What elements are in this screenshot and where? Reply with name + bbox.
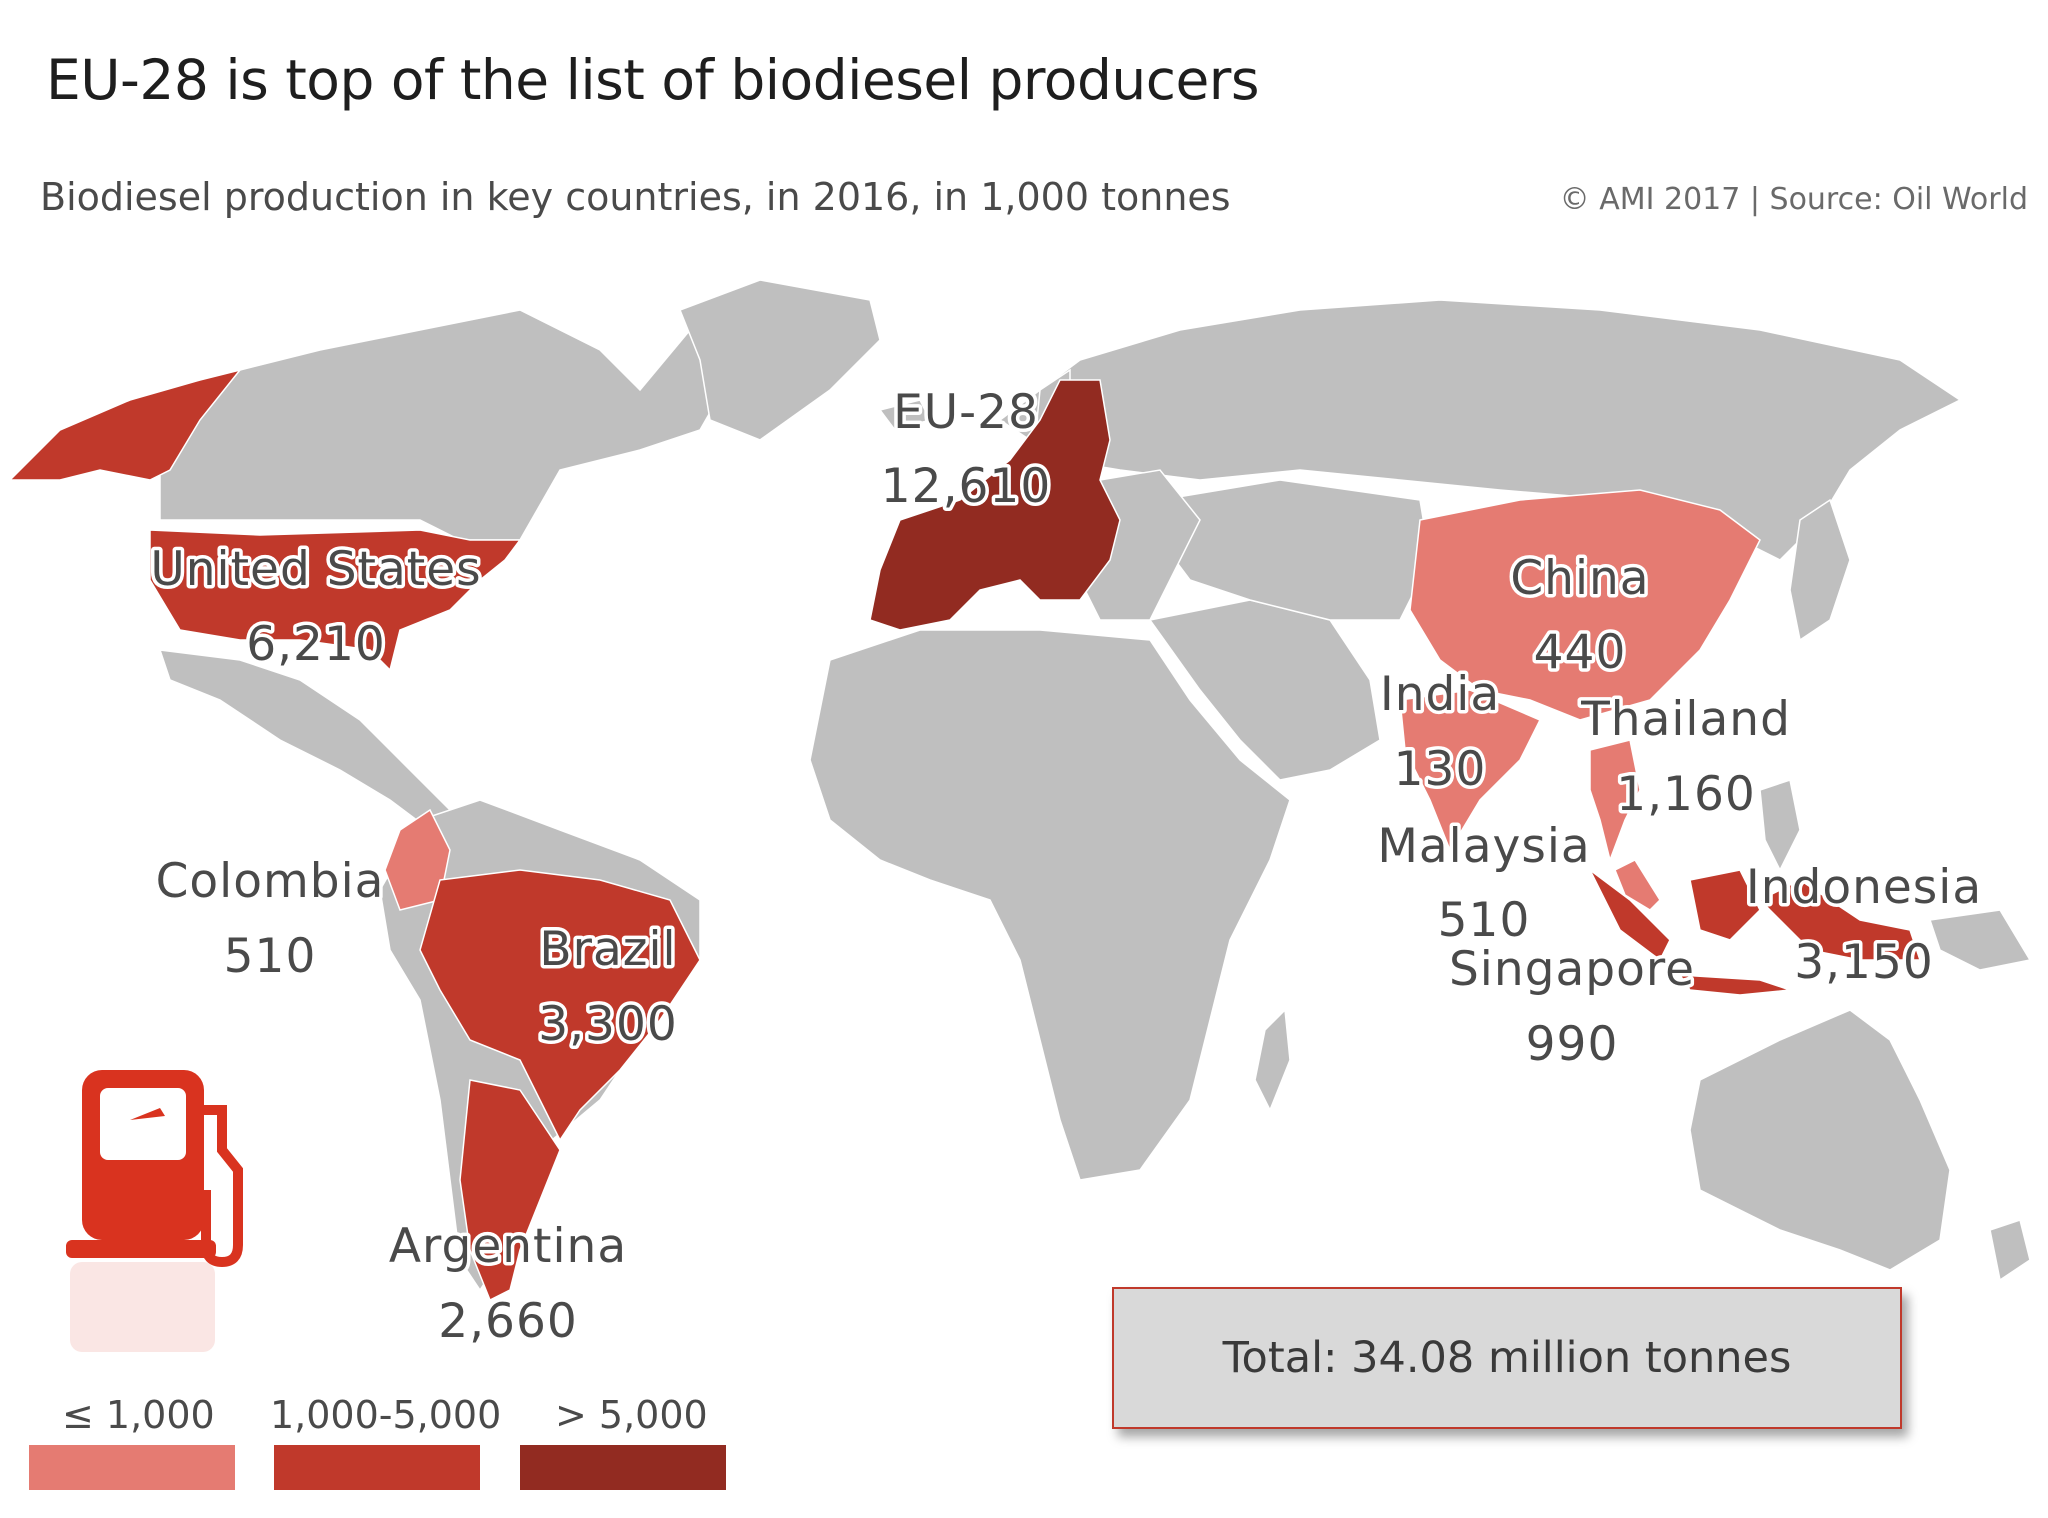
label-eu28-value: 12,610 (881, 459, 1051, 514)
region-malaysia (1614, 859, 1661, 911)
region-eu28 (869, 379, 1121, 631)
region-alaska (8, 368, 242, 481)
land-png (1929, 909, 2032, 971)
label-singapore-name: Singapore (1449, 942, 1695, 997)
legend-swatch-mid (274, 1445, 480, 1490)
region-indonesia-east (1758, 879, 1922, 961)
region-united-states (149, 529, 522, 672)
label-argentina-name: Argentina (389, 1219, 627, 1274)
chart-title: EU-28 is top of the list of biodiesel pr… (46, 48, 1260, 112)
chart-subtitle: Biodiesel production in key countries, i… (40, 175, 1231, 219)
land-iceland (878, 399, 932, 431)
country-labels: EU-28 12,610 United States 6,210 China 4… (147, 382, 1985, 1353)
label-singapore-value: 990 (1526, 1017, 1619, 1072)
total-text: Total: 34.08 million tonnes (1222, 1333, 1792, 1383)
region-indonesia-borneo (1689, 869, 1761, 941)
legend-swatch-low (29, 1445, 235, 1490)
land-africa (809, 629, 1291, 1181)
legend-label-low: ≤ 1,000 (62, 1393, 215, 1437)
label-china-name: China (1510, 551, 1649, 606)
region-indonesia-java (1678, 974, 1791, 996)
label-malaysia-name: Malaysia (1377, 819, 1590, 874)
legend-swatch-high (520, 1445, 726, 1490)
label-thailand-value: 1,160 (1616, 767, 1756, 822)
region-brazil (419, 869, 701, 1142)
label-china-value: 440 (1534, 625, 1627, 680)
land-mexico (158, 649, 472, 831)
region-india (1399, 689, 1542, 852)
land-australia (1689, 1009, 1951, 1271)
region-thailand (1589, 739, 1641, 863)
label-united-states-name: United States (150, 542, 481, 597)
label-indonesia-value: 3,150 (1794, 935, 1934, 990)
total-box: Total: 34.08 million tonnes (1112, 1287, 1902, 1429)
fuel-pump-icon (66, 1070, 243, 1352)
label-argentina-value: 2,660 (438, 1294, 578, 1349)
label-malaysia-value: 510 (1438, 893, 1531, 948)
land-japan (1789, 498, 1851, 642)
land-madagascar (1254, 1008, 1291, 1112)
legend-label-high: > 5,000 (555, 1393, 708, 1437)
label-united-states-value: 6,210 (246, 617, 386, 672)
label-india-name: India (1380, 667, 1500, 722)
label-india-value: 130 (1394, 742, 1487, 797)
land-new-zealand (1989, 1219, 2031, 1282)
legend-label-mid: 1,000-5,000 (270, 1393, 502, 1437)
land-philippines (1759, 779, 1801, 872)
land-greenland (679, 279, 881, 441)
region-china (1409, 489, 1761, 721)
land-canada (159, 309, 741, 541)
region-indonesia-sumatra (1589, 869, 1671, 962)
region-argentina (459, 1079, 561, 1302)
label-colombia-value: 510 (224, 929, 317, 984)
label-brazil-name: Brazil (539, 922, 676, 977)
label-eu28-name: EU-28 (893, 385, 1039, 440)
producer-regions (8, 368, 1922, 1302)
label-colombia-name: Colombia (156, 854, 385, 909)
source-note: © AMI 2017 | Source: Oil World (1559, 182, 2028, 217)
land-central-asia (1159, 479, 1431, 621)
label-indonesia-name: Indonesia (1746, 860, 1982, 915)
label-brazil-value: 3,300 (538, 997, 678, 1052)
label-thailand-name: Thailand (1580, 692, 1791, 747)
